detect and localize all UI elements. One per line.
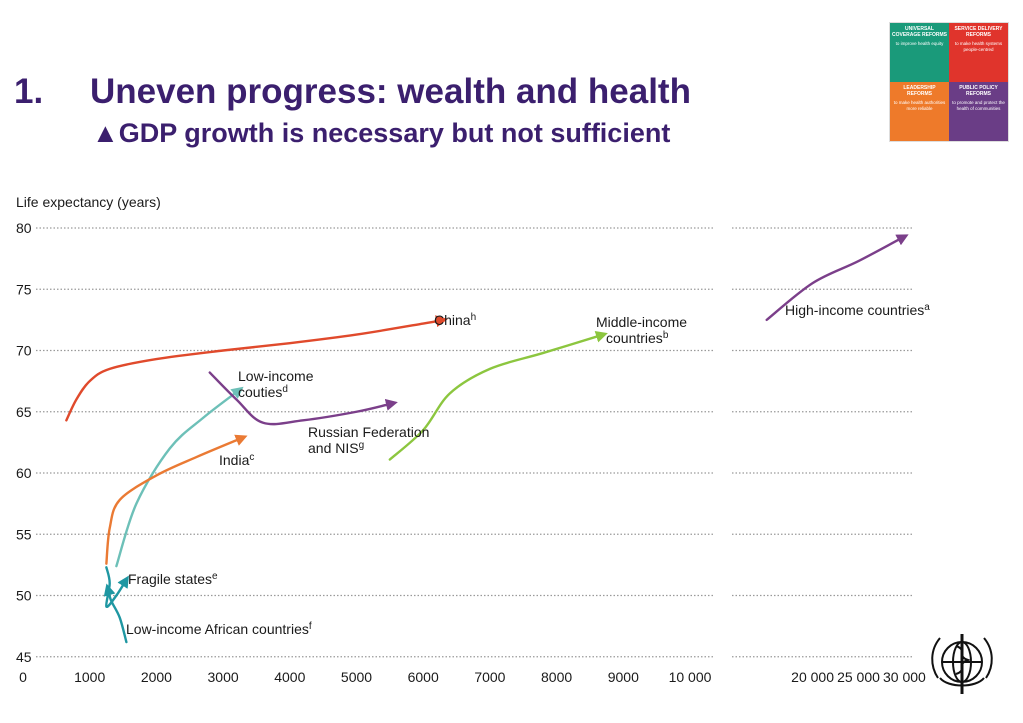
badge-cell-heading: SERVICE DELIVERY REFORMS xyxy=(954,26,1003,38)
series-label-russian-federation-and-nis: Russian Federation and NISg xyxy=(308,424,429,456)
y-tick-label: 45 xyxy=(16,649,32,665)
series-label-middle-income-countries: Middle-income countriesb xyxy=(596,314,687,346)
y-tick-label: 65 xyxy=(16,404,32,420)
title-text: Uneven progress: wealth and health xyxy=(90,72,691,111)
y-tick-label: 60 xyxy=(16,465,32,481)
series-line-middle-income-countries xyxy=(388,330,608,461)
badge-cell-heading: LEADERSHIP REFORMS xyxy=(903,85,936,97)
series-label-low-income-countries: Low-income coutiesd xyxy=(238,368,314,400)
x-tick-label: 8000 xyxy=(541,669,572,685)
series-line-low-income-countries xyxy=(115,386,244,568)
badge-cell-text: to make health authorities more reliable xyxy=(893,100,946,111)
x-tick-label: 10 000 xyxy=(669,669,712,685)
x-tick-label: 3000 xyxy=(208,669,239,685)
health-reforms-badge: UNIVERSAL COVERAGE REFORMS to improve hea… xyxy=(889,22,1009,142)
badge-cell-public-policy: PUBLIC POLICY REFORMS to promote and prot… xyxy=(949,82,1008,141)
x-tick-label: 7000 xyxy=(474,669,505,685)
slide-subtitle: ▲GDP growth is necessary but not suffici… xyxy=(92,118,671,148)
series-line-china xyxy=(65,315,448,422)
series-line-low-income-african-countries xyxy=(103,583,128,644)
series-line-russian-federation-and-nis xyxy=(208,371,398,426)
x-tick-label: 25 000 xyxy=(837,669,880,685)
badge-cell-heading: UNIVERSAL COVERAGE REFORMS xyxy=(892,26,948,38)
series-line-fragile-states xyxy=(105,566,129,609)
series-label-low-income-african-countries: Low-income African countriesf xyxy=(126,621,312,638)
y-axis-label: Life expectancy (years) xyxy=(16,194,161,210)
x-tick-label: 6000 xyxy=(408,669,439,685)
x-tick-label: 30 000 xyxy=(883,669,926,685)
x-tick-label: 0 xyxy=(19,669,27,685)
badge-cell-universal-coverage: UNIVERSAL COVERAGE REFORMS to improve hea… xyxy=(890,23,949,82)
x-tick-label: 5000 xyxy=(341,669,372,685)
badge-cell-service-delivery: SERVICE DELIVERY REFORMS to make health s… xyxy=(949,23,1008,82)
series-label-china: Chinah xyxy=(434,312,476,329)
x-tick-label: 20 000 xyxy=(791,669,834,685)
title-number: 1. xyxy=(14,72,44,111)
y-tick-label: 55 xyxy=(16,526,32,542)
x-tick-label: 4000 xyxy=(274,669,305,685)
series-label-fragile-states: Fragile statese xyxy=(128,571,218,588)
y-tick-label: 70 xyxy=(16,343,32,359)
series-label-india: Indiac xyxy=(219,452,254,469)
x-tick-label: 2000 xyxy=(141,669,172,685)
who-emblem-icon xyxy=(931,634,993,694)
badge-cell-text: to make health systems people-centred xyxy=(954,41,1003,52)
y-tick-label: 75 xyxy=(16,281,32,297)
series-line-india xyxy=(105,434,248,565)
life-expectancy-chart: 80 75 70 65 60 55 50 45 0 1000 2000 3000 4000 5000 600… xyxy=(16,194,930,685)
x-tick-label: 1000 xyxy=(74,669,105,685)
badge-cell-leadership: LEADERSHIP REFORMS to make health authori… xyxy=(890,82,949,141)
series-label-high-income-countries: High-income countriesa xyxy=(785,302,930,319)
badge-cell-text: to improve health equity xyxy=(895,41,944,46)
x-tick-label: 9000 xyxy=(608,669,639,685)
slide-title: 1. Uneven progress: wealth and health xyxy=(14,72,691,112)
series-line-high-income-countries xyxy=(765,234,909,322)
badge-cell-heading: PUBLIC POLICY REFORMS xyxy=(959,85,998,97)
y-tick-label: 80 xyxy=(16,220,32,236)
badge-cell-text: to promote and protect the health of com… xyxy=(952,100,1005,111)
y-tick-label: 50 xyxy=(16,588,32,604)
